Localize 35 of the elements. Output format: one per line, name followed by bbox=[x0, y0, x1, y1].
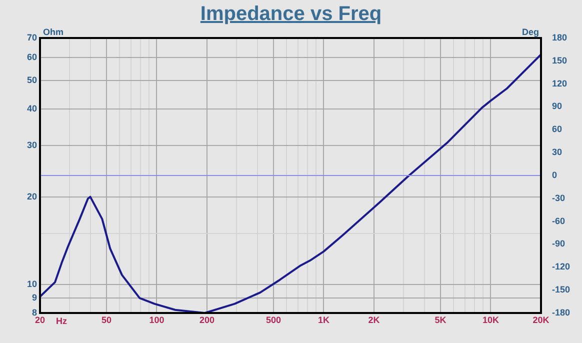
y-tick-label: 40 bbox=[26, 103, 37, 114]
y-tick-label: 10 bbox=[26, 279, 37, 290]
y-axis-title: Ohm bbox=[43, 26, 64, 37]
y2-axis-title: Deg bbox=[522, 26, 539, 37]
y2-tick-label: -90 bbox=[552, 238, 566, 249]
y2-tick-label: -60 bbox=[552, 216, 566, 226]
chart-title: Impedance vs Freq bbox=[199, 3, 383, 26]
y2-tick-label: -30 bbox=[552, 192, 566, 203]
x-axis-title: Hz bbox=[56, 316, 68, 326]
y-tick-label: 20 bbox=[26, 191, 37, 202]
y2-tick-label: 120 bbox=[552, 78, 568, 88]
y-tick-label: 30 bbox=[26, 140, 37, 150]
y-tick-label: 50 bbox=[26, 75, 37, 86]
y2-tick-label: -120 bbox=[552, 262, 570, 272]
x-tick-label: 500 bbox=[266, 314, 281, 325]
y2-tick-label: 60 bbox=[552, 124, 562, 134]
y-tick-label: 60 bbox=[26, 52, 37, 62]
x-tick-label: 5K bbox=[434, 314, 447, 325]
y2-tick-label: -180 bbox=[552, 307, 570, 318]
y2-tick-label: 90 bbox=[552, 101, 562, 112]
y2-tick-label: 150 bbox=[552, 55, 568, 66]
y2-tick-label: 180 bbox=[552, 32, 568, 42]
y2-tick-label: 30 bbox=[552, 147, 562, 158]
x-tick-label: 200 bbox=[199, 314, 215, 325]
x-tick-label: 1K bbox=[318, 314, 330, 325]
y-tick-label: 9 bbox=[32, 292, 37, 303]
x-tick-label: 100 bbox=[149, 314, 164, 325]
x-tick-label: 2K bbox=[368, 314, 380, 325]
y2-tick-label: -150 bbox=[552, 284, 570, 295]
x-tick-label: 10K bbox=[482, 314, 500, 325]
x-tick-label: 20K bbox=[532, 314, 550, 325]
y2-tick-label: 0 bbox=[552, 170, 558, 180]
x-tick-label: 50 bbox=[101, 314, 112, 325]
y-tick-label: 70 bbox=[26, 32, 37, 42]
y-tick-label: 8 bbox=[32, 307, 37, 318]
